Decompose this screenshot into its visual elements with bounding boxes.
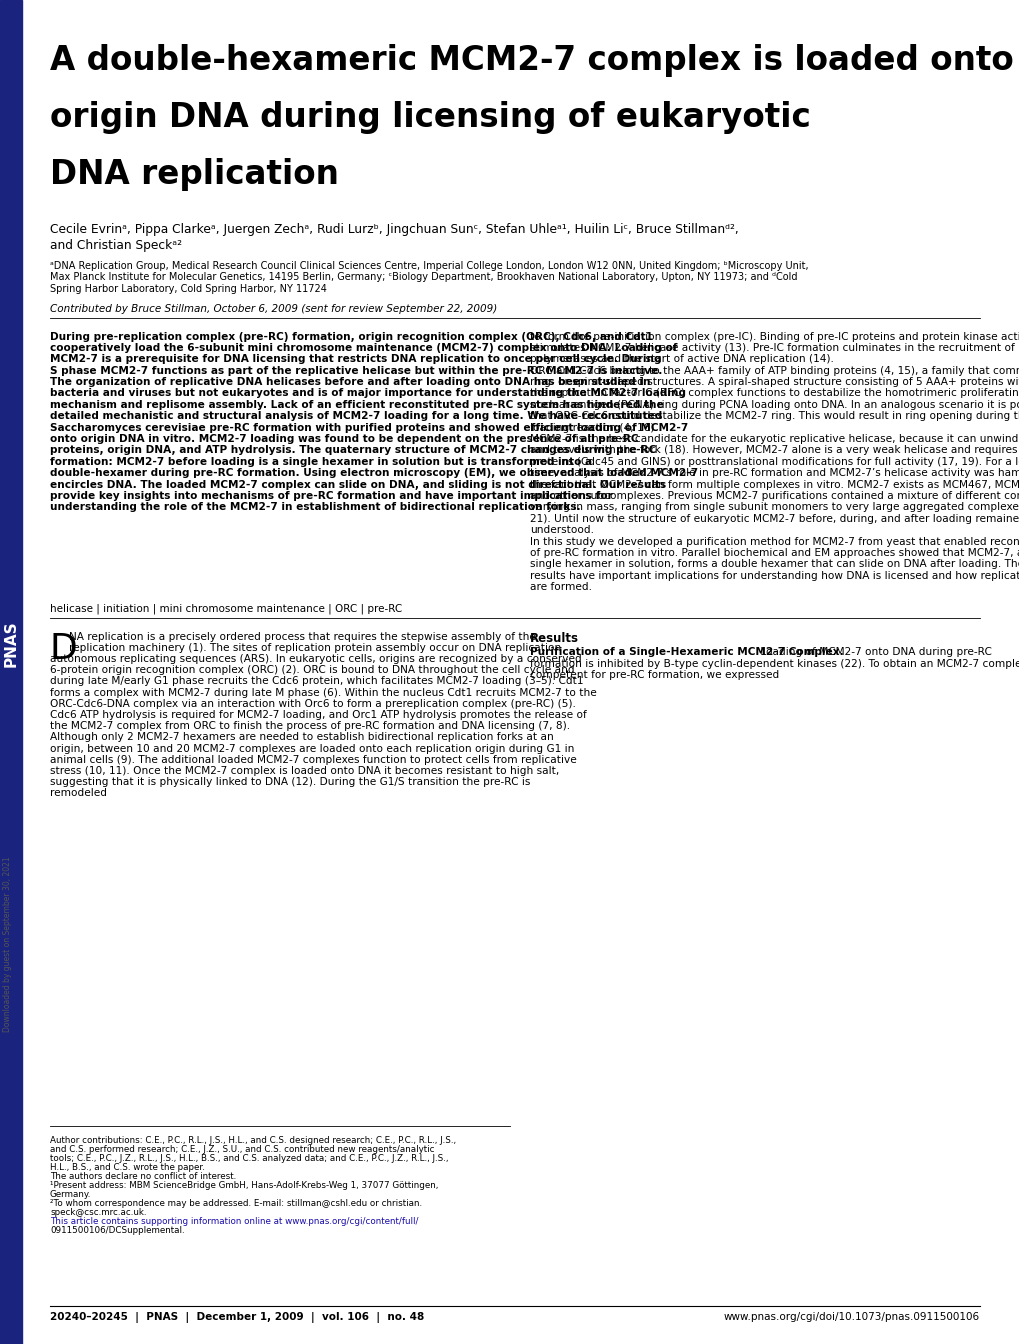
- Text: to form the pre-initiation complex (pre-IC). Binding of pre-IC proteins and prot: to form the pre-initiation complex (pre-…: [530, 332, 1019, 341]
- Text: and travels with the fork (18). However, MCM2-7 alone is a very weak helicase an: and travels with the fork (18). However,…: [530, 445, 1019, 456]
- Text: ¹Present address: MBM ScienceBridge GmbH, Hans-Adolf-Krebs-Weg 1, 37077 Göttinge: ¹Present address: MBM ScienceBridge GmbH…: [50, 1181, 438, 1189]
- Text: that ORC-Cdc6 could destabilize the MCM2-7 ring. This would result in ring openi: that ORC-Cdc6 could destabilize the MCM2…: [530, 411, 1019, 421]
- Text: D: D: [50, 632, 77, 665]
- Text: bacteria and viruses but not eukaryotes and is of major importance for understan: bacteria and viruses but not eukaryotes …: [50, 388, 686, 399]
- Text: ²To whom correspondence may be addressed. E-mail: stillman@cshl.edu or christian: ²To whom correspondence may be addressed…: [50, 1199, 422, 1208]
- Bar: [0, 0, 22, 1344]
- Text: In this study we developed a purification method for MCM2-7 from yeast that enab: In this study we developed a purificatio…: [530, 536, 1019, 547]
- Text: competent for pre-RC formation, we expressed: competent for pre-RC formation, we expre…: [530, 669, 779, 680]
- Text: 21). Until now the structure of eukaryotic MCM2-7 before, during, and after load: 21). Until now the structure of eukaryot…: [530, 513, 1019, 524]
- Text: S phase MCM2-7 functions as part of the replicative helicase but within the pre-: S phase MCM2-7 functions as part of the …: [50, 366, 661, 376]
- Text: proteins (Cdc45 and GINS) or posttranslational modifications for full activity (: proteins (Cdc45 and GINS) or posttransla…: [530, 457, 1019, 466]
- Text: Cecile Evrinᵃ, Pippa Clarkeᵃ, Juergen Zechᵃ, Rudi Lurzᵇ, Jingchuan Sunᶜ, Stefan : Cecile Evrinᵃ, Pippa Clarkeᵃ, Juergen Ze…: [50, 223, 738, 237]
- Text: detailed mechanistic and structural analysis of MCM2-7 loading for a long time. : detailed mechanistic and structural anal…: [50, 411, 661, 421]
- Text: The authors declare no conflict of interest.: The authors declare no conflict of inter…: [50, 1172, 236, 1181]
- Text: varying in mass, ranging from single subunit monomers to very large aggregated c: varying in mass, ranging from single sub…: [530, 503, 1019, 512]
- Text: DNA replication: DNA replication: [50, 159, 338, 191]
- Text: proteins, origin DNA, and ATP hydrolysis. The quaternary structure of MCM2-7 cha: proteins, origin DNA, and ATP hydrolysis…: [50, 445, 656, 456]
- Text: results have important implications for understanding how DNA is licensed and ho: results have important implications for …: [530, 571, 1019, 581]
- Text: A double-hexameric MCM2-7 complex is loaded onto: A double-hexameric MCM2-7 complex is loa…: [50, 44, 1013, 77]
- Text: NA replication is a precisely ordered process that requires the stepwise assembl: NA replication is a precisely ordered pr…: [69, 632, 535, 641]
- Text: Results: Results: [530, 632, 579, 645]
- Text: mechanism and replisome assembly. Lack of an efficient reconstituted pre-RC syst: mechanism and replisome assembly. Lack o…: [50, 401, 663, 410]
- Text: helicase | initiation | mini chromosome maintenance | ORC | pre-RC: helicase | initiation | mini chromosome …: [50, 603, 401, 614]
- Text: and C.S. performed research; C.E., J.Z., S.U., and C.S. contributed new reagents: and C.S. performed research; C.E., J.Z.,…: [50, 1145, 434, 1154]
- Text: Spring Harbor Laboratory, Cold Spring Harbor, NY 11724: Spring Harbor Laboratory, Cold Spring Ha…: [50, 284, 326, 294]
- Text: cooperatively load the 6-subunit mini chromosome maintenance (MCM2-7) complex on: cooperatively load the 6-subunit mini ch…: [50, 343, 677, 353]
- Text: tools; C.E., P.C., J.Z., R.L., J.S., H.L., B.S., and C.S. analyzed data; and C.E: tools; C.E., P.C., J.Z., R.L., J.S., H.L…: [50, 1154, 448, 1163]
- Text: understood.: understood.: [530, 526, 593, 535]
- Text: forms a complex with MCM2-7 during late M phase (6). Within the nucleus Cdt1 rec: forms a complex with MCM2-7 during late …: [50, 688, 596, 698]
- Text: origin, between 10 and 20 MCM2-7 complexes are loaded onto each replication orig: origin, between 10 and 20 MCM2-7 complex…: [50, 743, 574, 754]
- Text: the fact that MCM2-7 can form multiple complexes in vitro. MCM2-7 exists as MCM4: the fact that MCM2-7 can form multiple c…: [530, 480, 1019, 489]
- Text: ORC and Cdc6 belong to the AAA+ family of ATP binding proteins (4, 15), a family: ORC and Cdc6 belong to the AAA+ family o…: [530, 366, 1019, 376]
- Text: 0911500106/DCSupplemental.: 0911500106/DCSupplemental.: [50, 1226, 184, 1235]
- Text: animal cells (9). The additional loaded MCM2-7 complexes function to protect cel: animal cells (9). The additional loaded …: [50, 755, 576, 765]
- Text: www.pnas.org/cgi/doi/10.1073/pnas.0911500106: www.pnas.org/cgi/doi/10.1073/pnas.091150…: [723, 1312, 979, 1322]
- Text: 6-protein origin recognition complex (ORC) (2). ORC is bound to DNA throughout t: 6-protein origin recognition complex (OR…: [50, 665, 574, 675]
- Text: loading reaction (4, 16).: loading reaction (4, 16).: [530, 423, 657, 433]
- Text: ᵃDNA Replication Group, Medical Research Council Clinical Sciences Centre, Imper: ᵃDNA Replication Group, Medical Research…: [50, 261, 808, 271]
- Text: Loading of MCM2-7 onto DNA during pre-RC: Loading of MCM2-7 onto DNA during pre-RC: [757, 648, 991, 657]
- Text: MCM2-7 is the best candidate for the eukaryotic replicative helicase, because it: MCM2-7 is the best candidate for the euk…: [530, 434, 1019, 444]
- Text: nuclear antigen (PCNA) ring during PCNA loading onto DNA. In an analogous scenar: nuclear antigen (PCNA) ring during PCNA …: [530, 401, 1019, 410]
- Text: polymerases and the start of active DNA replication (14).: polymerases and the start of active DNA …: [530, 355, 834, 364]
- Text: This article contains supporting information online at www.pnas.org/cgi/content/: This article contains supporting informa…: [50, 1218, 418, 1226]
- Text: understanding the role of the MCM2-7 in establishment of bidirectional replicati: understanding the role of the MCM2-7 in …: [50, 503, 580, 512]
- Text: time, analysis of MCM2-7’s role in pre-RC formation and MCM2-7’s helicase activi: time, analysis of MCM2-7’s role in pre-R…: [530, 468, 1019, 478]
- Text: and Christian Speckᵃ²: and Christian Speckᵃ²: [50, 239, 181, 253]
- Text: the MCM2-7 complex from ORC to finish the process of pre-RC formation and DNA li: the MCM2-7 complex from ORC to finish th…: [50, 722, 570, 731]
- Text: Although only 2 MCM2-7 hexamers are needed to establish bidirectional replicatio: Although only 2 MCM2-7 hexamers are need…: [50, 732, 553, 742]
- Text: Contributed by Bruce Stillman, October 6, 2009 (sent for review September 22, 20: Contributed by Bruce Stillman, October 6…: [50, 304, 497, 313]
- Text: The organization of replicative DNA helicases before and after loading onto DNA : The organization of replicative DNA heli…: [50, 378, 650, 387]
- Text: are formed.: are formed.: [530, 582, 591, 593]
- Text: double-hexamer during pre-RC formation. Using electron microscopy (EM), we obser: double-hexamer during pre-RC formation. …: [50, 468, 697, 478]
- Text: Saccharomyces cerevisiae pre-RC formation with purified proteins and showed effi: Saccharomyces cerevisiae pre-RC formatio…: [50, 423, 688, 433]
- Text: encircles DNA. The loaded MCM2-7 complex can slide on DNA, and sliding is not di: encircles DNA. The loaded MCM2-7 complex…: [50, 480, 665, 489]
- Text: Germany.: Germany.: [50, 1189, 92, 1199]
- Text: ring- or spiral-shaped structures. A spiral-shaped structure consisting of 5 AAA: ring- or spiral-shaped structures. A spi…: [530, 378, 1019, 387]
- Text: onto origin DNA in vitro. MCM2-7 loading was found to be dependent on the presen: onto origin DNA in vitro. MCM2-7 loading…: [50, 434, 638, 444]
- Text: formation: MCM2-7 before loading is a single hexamer in solution but is transfor: formation: MCM2-7 before loading is a si…: [50, 457, 592, 466]
- Text: speck@csc.mrc.ac.uk.: speck@csc.mrc.ac.uk.: [50, 1208, 147, 1218]
- Text: H.L., B.S., and C.S. wrote the paper.: H.L., B.S., and C.S. wrote the paper.: [50, 1163, 205, 1172]
- Text: Cdc6 ATP hydrolysis is required for MCM2-7 loading, and Orc1 ATP hydrolysis prom: Cdc6 ATP hydrolysis is required for MCM2…: [50, 710, 586, 720]
- Text: suggesting that it is physically linked to DNA (12). During the G1/S transition : suggesting that it is physically linked …: [50, 777, 530, 788]
- Text: Downloaded by guest on September 30, 2021: Downloaded by guest on September 30, 202…: [3, 856, 12, 1032]
- Text: Purification of a Single-Hexameric MCM2-7 Complex.: Purification of a Single-Hexameric MCM2-…: [530, 648, 843, 657]
- Text: Author contributions: C.E., P.C., R.L., J.S., H.L., and C.S. designed research; : Author contributions: C.E., P.C., R.L., …: [50, 1136, 455, 1145]
- Text: 20240–20245  |  PNAS  |  December 1, 2009  |  vol. 106  |  no. 48: 20240–20245 | PNAS | December 1, 2009 | …: [50, 1312, 424, 1322]
- Text: and other subcomplexes. Previous MCM2-7 purifications contained a mixture of dif: and other subcomplexes. Previous MCM2-7 …: [530, 491, 1019, 501]
- Text: single hexamer in solution, forms a double hexamer that can slide on DNA after l: single hexamer in solution, forms a doub…: [530, 559, 1019, 570]
- Text: Max Planck Institute for Molecular Genetics, 14195 Berlin, Germany; ᶜBiology Dep: Max Planck Institute for Molecular Genet…: [50, 273, 797, 282]
- Text: the replication factor C (RFC) complex functions to destabilize the homotrimeric: the replication factor C (RFC) complex f…: [530, 388, 1019, 399]
- Text: provide key insights into mechanisms of pre-RC formation and have important impl: provide key insights into mechanisms of …: [50, 491, 612, 501]
- Text: During pre-replication complex (pre-RC) formation, origin recognition complex (O: During pre-replication complex (pre-RC) …: [50, 332, 652, 341]
- Text: during late M/early G1 phase recruits the Cdc6 protein, which facilitates MCM2-7: during late M/early G1 phase recruits th…: [50, 676, 583, 687]
- Text: PNAS: PNAS: [3, 621, 18, 668]
- Text: ORC-Cdc6-DNA complex via an interaction with Orc6 to form a prereplication compl: ORC-Cdc6-DNA complex via an interaction …: [50, 699, 576, 708]
- Text: MCM2-7 is a prerequisite for DNA licensing that restricts DNA replication to onc: MCM2-7 is a prerequisite for DNA licensi…: [50, 355, 661, 364]
- Text: remodeled: remodeled: [50, 789, 107, 798]
- Text: of pre-RC formation in vitro. Parallel biochemical and EM approaches showed that: of pre-RC formation in vitro. Parallel b…: [530, 548, 1019, 558]
- Text: replication machinery (1). The sites of replication protein assembly occur on DN: replication machinery (1). The sites of …: [69, 642, 560, 653]
- Text: stimulates MCM2-7 helicase activity (13). Pre-IC formation culminates in the rec: stimulates MCM2-7 helicase activity (13)…: [530, 343, 1019, 353]
- Text: formation is inhibited by B-type cyclin-dependent kinases (22). To obtain an MCM: formation is inhibited by B-type cyclin-…: [530, 659, 1019, 668]
- Text: origin DNA during licensing of eukaryotic: origin DNA during licensing of eukaryoti…: [50, 101, 810, 134]
- Text: stress (10, 11). Once the MCM2-7 complex is loaded onto DNA it becomes resistant: stress (10, 11). Once the MCM2-7 complex…: [50, 766, 558, 775]
- Text: autonomous replicating sequences (ARS). In eukaryotic cells, origins are recogni: autonomous replicating sequences (ARS). …: [50, 655, 581, 664]
